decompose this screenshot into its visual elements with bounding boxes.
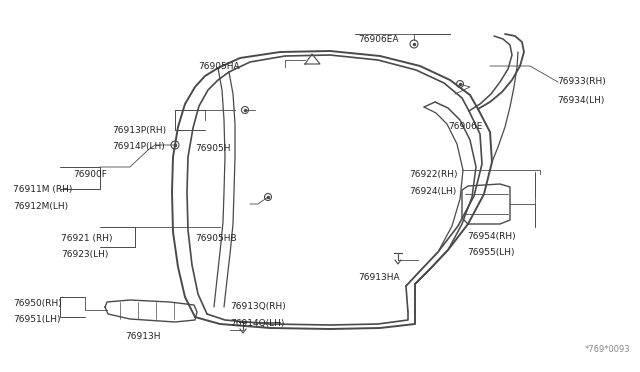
Text: 76924(LH): 76924(LH) — [410, 187, 457, 196]
Text: 76921 (RH): 76921 (RH) — [61, 234, 112, 243]
Text: 76905H: 76905H — [195, 144, 230, 153]
Text: 76950(RH): 76950(RH) — [13, 299, 61, 308]
Text: 76906EA: 76906EA — [358, 35, 399, 44]
Text: 76913Q(RH): 76913Q(RH) — [230, 302, 286, 311]
Text: 76913H: 76913H — [125, 332, 160, 341]
Text: 76900F: 76900F — [74, 170, 108, 179]
Text: 76914P(LH): 76914P(LH) — [112, 142, 164, 151]
Text: *769*0093: *769*0093 — [584, 345, 630, 354]
Text: 76905HB: 76905HB — [195, 234, 237, 243]
Text: 76913HA: 76913HA — [358, 273, 400, 282]
Text: 76913P(RH): 76913P(RH) — [112, 126, 166, 135]
Text: 76914Q(LH): 76914Q(LH) — [230, 319, 285, 328]
Text: 76933(RH): 76933(RH) — [557, 77, 605, 86]
Text: 76923(LH): 76923(LH) — [61, 250, 108, 259]
Text: 76905HA: 76905HA — [198, 62, 240, 71]
Text: 76951(LH): 76951(LH) — [13, 315, 60, 324]
Text: 76955(LH): 76955(LH) — [467, 248, 515, 257]
Text: 76906E: 76906E — [448, 122, 483, 131]
Text: 76922(RH): 76922(RH) — [410, 170, 458, 179]
Text: 76911M (RH): 76911M (RH) — [13, 185, 72, 194]
Text: 76954(RH): 76954(RH) — [467, 232, 516, 241]
Text: 76912M(LH): 76912M(LH) — [13, 202, 68, 211]
Text: 76934(LH): 76934(LH) — [557, 96, 604, 105]
